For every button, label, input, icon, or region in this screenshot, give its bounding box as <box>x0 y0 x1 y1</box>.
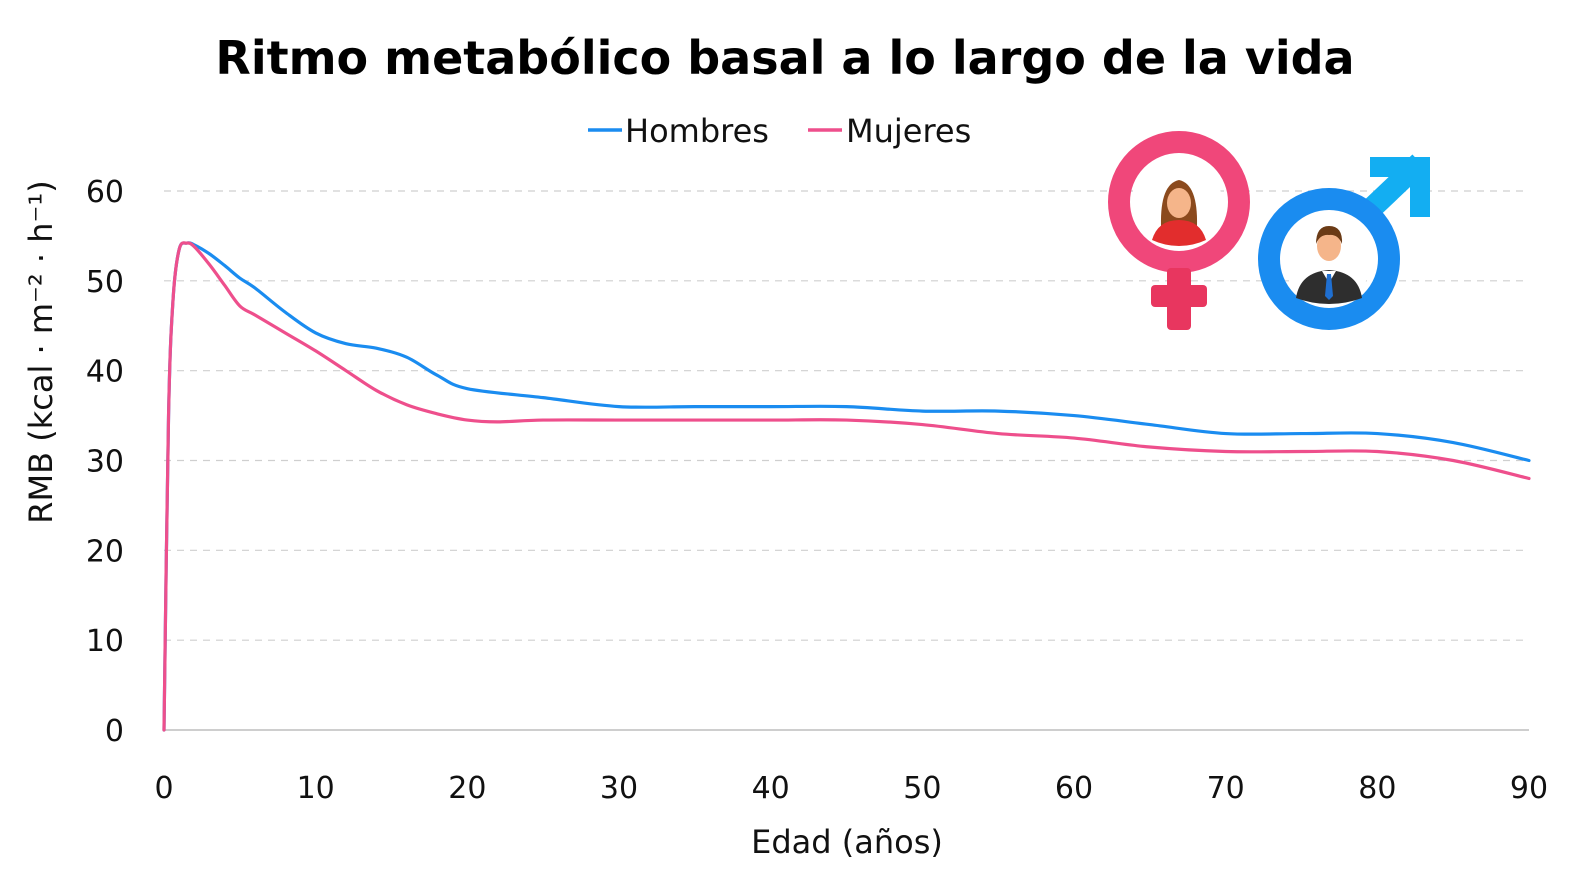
man-avatar-icon <box>1286 216 1372 304</box>
y-axis-label: RMB (kcal · m⁻² · h⁻¹) <box>22 180 60 523</box>
female-symbol-icon <box>1108 131 1250 330</box>
x-tick-label-80: 80 <box>1358 771 1396 806</box>
y-tick-label-10: 10 <box>86 624 124 659</box>
y-tick-label-0: 0 <box>105 714 124 749</box>
x-tick-label-20: 20 <box>448 771 486 806</box>
y-tick-label-60: 60 <box>86 175 124 210</box>
series-lines <box>162 241 1531 732</box>
x-tick-label-30: 30 <box>600 771 638 806</box>
x-axis-label: Edad (años) <box>751 823 943 861</box>
x-tick-label-70: 70 <box>1207 771 1245 806</box>
x-tick-label-90: 90 <box>1510 771 1548 806</box>
male-symbol-icon <box>1258 154 1430 330</box>
chart-title: Ritmo metabólico basal a lo largo de la … <box>215 31 1354 85</box>
x-tick-label-0: 0 <box>154 771 173 806</box>
x-tick-label-40: 40 <box>752 771 790 806</box>
grid <box>164 190 1529 641</box>
y-tick-label-40: 40 <box>86 355 124 390</box>
y-tick-labels: 0 10 20 30 40 50 60 <box>86 175 124 749</box>
x-tick-label-50: 50 <box>903 771 941 806</box>
x-tick-label-60: 60 <box>1055 771 1093 806</box>
legend-label-hombres: Hombres <box>625 112 769 150</box>
legend: Hombres Mujeres <box>588 112 971 150</box>
y-tick-label-50: 50 <box>86 265 124 300</box>
x-tick-label-10: 10 <box>297 771 335 806</box>
woman-avatar-icon <box>1136 159 1222 246</box>
y-tick-label-20: 20 <box>86 534 124 569</box>
series-line-mujeres <box>162 241 1531 732</box>
y-tick-label-30: 30 <box>86 445 124 480</box>
legend-label-mujeres: Mujeres <box>846 112 971 150</box>
x-tick-labels: 0 10 20 30 40 50 60 70 80 90 <box>154 771 1548 806</box>
